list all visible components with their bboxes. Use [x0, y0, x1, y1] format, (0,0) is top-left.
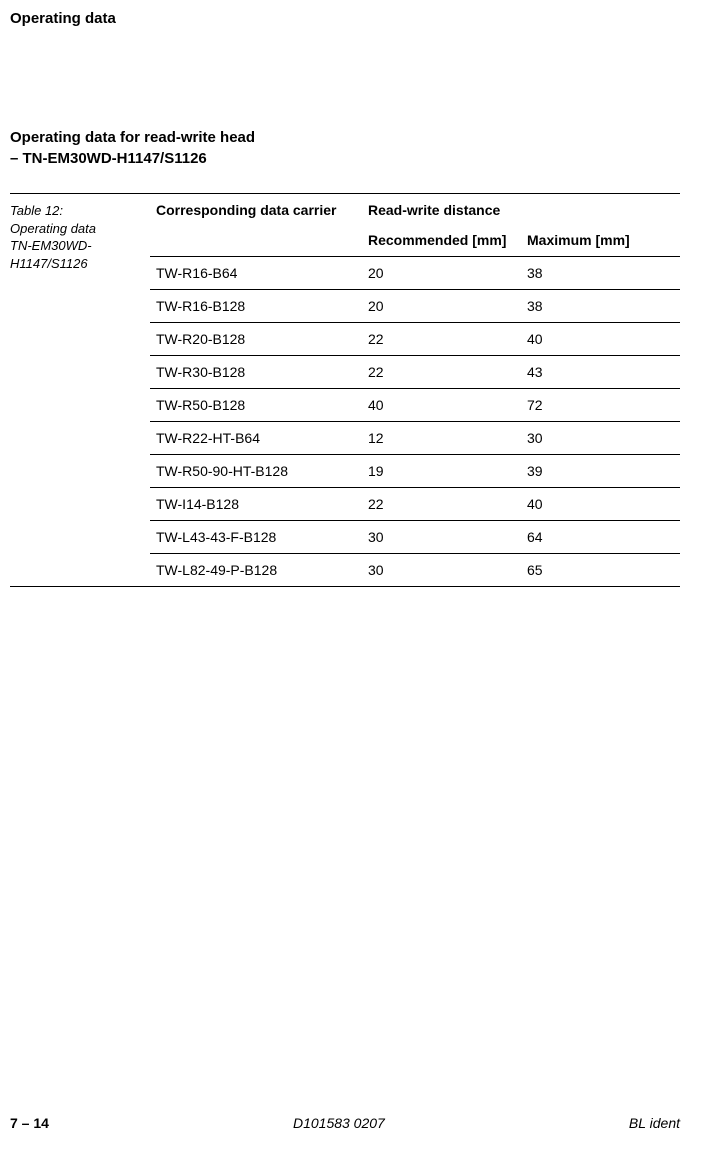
cell-carrier: TW-R16-B128 — [150, 290, 362, 323]
cell-maximum: 65 — [521, 554, 680, 587]
table-row: TW-I14-B128 22 40 — [150, 488, 680, 521]
cell-maximum: 38 — [521, 257, 680, 290]
page-title: Operating data — [10, 10, 680, 27]
cell-carrier: TW-R22-HT-B64 — [150, 422, 362, 455]
col-header-carrier: Corresponding data carrier — [150, 194, 362, 257]
section-title-line2: – TN-EM30WD-H1147/S1126 — [10, 150, 207, 167]
page: Operating data Operating data for read-w… — [0, 0, 710, 1151]
table-row: TW-R30-B128 22 43 — [150, 356, 680, 389]
cell-recommended: 20 — [362, 257, 521, 290]
cell-recommended: 12 — [362, 422, 521, 455]
table-header-row: Corresponding data carrier Read-write di… — [150, 194, 680, 226]
cell-maximum: 43 — [521, 356, 680, 389]
cell-recommended: 22 — [362, 356, 521, 389]
footer-doc-id: D101583 0207 — [293, 1115, 385, 1131]
cell-carrier: TW-I14-B128 — [150, 488, 362, 521]
page-footer: 7 – 14 D101583 0207 BL ident — [10, 1115, 680, 1131]
cell-recommended: 22 — [362, 323, 521, 356]
cell-maximum: 72 — [521, 389, 680, 422]
table-body: TW-R16-B64 20 38 TW-R16-B128 20 38 TW-R2… — [150, 257, 680, 587]
table-row: TW-R50-90-HT-B128 19 39 — [150, 455, 680, 488]
table-row: TW-L82-49-P-B128 30 65 — [150, 554, 680, 587]
caption-line1: Table 12: — [10, 203, 63, 218]
cell-maximum: 39 — [521, 455, 680, 488]
cell-recommended: 20 — [362, 290, 521, 323]
cell-recommended: 19 — [362, 455, 521, 488]
cell-carrier: TW-L43-43-F-B128 — [150, 521, 362, 554]
col-header-spanner: Read-write distance — [362, 194, 680, 226]
cell-recommended: 30 — [362, 521, 521, 554]
col-header-maximum: Maximum [mm] — [521, 226, 680, 257]
cell-maximum: 64 — [521, 521, 680, 554]
section-title-line1: Operating data for read-write head — [10, 129, 255, 146]
cell-recommended: 22 — [362, 488, 521, 521]
table-row: TW-R20-B128 22 40 — [150, 323, 680, 356]
col-header-recommended: Recommended [mm] — [362, 226, 521, 257]
caption-line3: TN-EM30WD-H1147/S1126 — [10, 238, 92, 271]
cell-carrier: TW-R50-B128 — [150, 389, 362, 422]
operating-data-table: Corresponding data carrier Read-write di… — [150, 194, 680, 586]
cell-carrier: TW-L82-49-P-B128 — [150, 554, 362, 587]
table-row: TW-R16-B128 20 38 — [150, 290, 680, 323]
footer-brand: BL ident — [629, 1115, 680, 1131]
table-row: TW-L43-43-F-B128 30 64 — [150, 521, 680, 554]
table-wrapper: Corresponding data carrier Read-write di… — [150, 194, 680, 586]
section-title: Operating data for read-write head – TN-… — [10, 127, 680, 169]
cell-carrier: TW-R50-90-HT-B128 — [150, 455, 362, 488]
table-caption: Table 12: Operating data TN-EM30WD-H1147… — [10, 194, 150, 280]
footer-page-number: 7 – 14 — [10, 1115, 49, 1131]
cell-carrier: TW-R30-B128 — [150, 356, 362, 389]
cell-carrier: TW-R16-B64 — [150, 257, 362, 290]
cell-maximum: 38 — [521, 290, 680, 323]
table-row: TW-R22-HT-B64 12 30 — [150, 422, 680, 455]
table-row: TW-R16-B64 20 38 — [150, 257, 680, 290]
table-row: TW-R50-B128 40 72 — [150, 389, 680, 422]
cell-maximum: 30 — [521, 422, 680, 455]
cell-maximum: 40 — [521, 488, 680, 521]
cell-recommended: 30 — [362, 554, 521, 587]
caption-line2: Operating data — [10, 221, 96, 236]
cell-recommended: 40 — [362, 389, 521, 422]
cell-maximum: 40 — [521, 323, 680, 356]
table-block: Table 12: Operating data TN-EM30WD-H1147… — [10, 193, 680, 587]
cell-carrier: TW-R20-B128 — [150, 323, 362, 356]
